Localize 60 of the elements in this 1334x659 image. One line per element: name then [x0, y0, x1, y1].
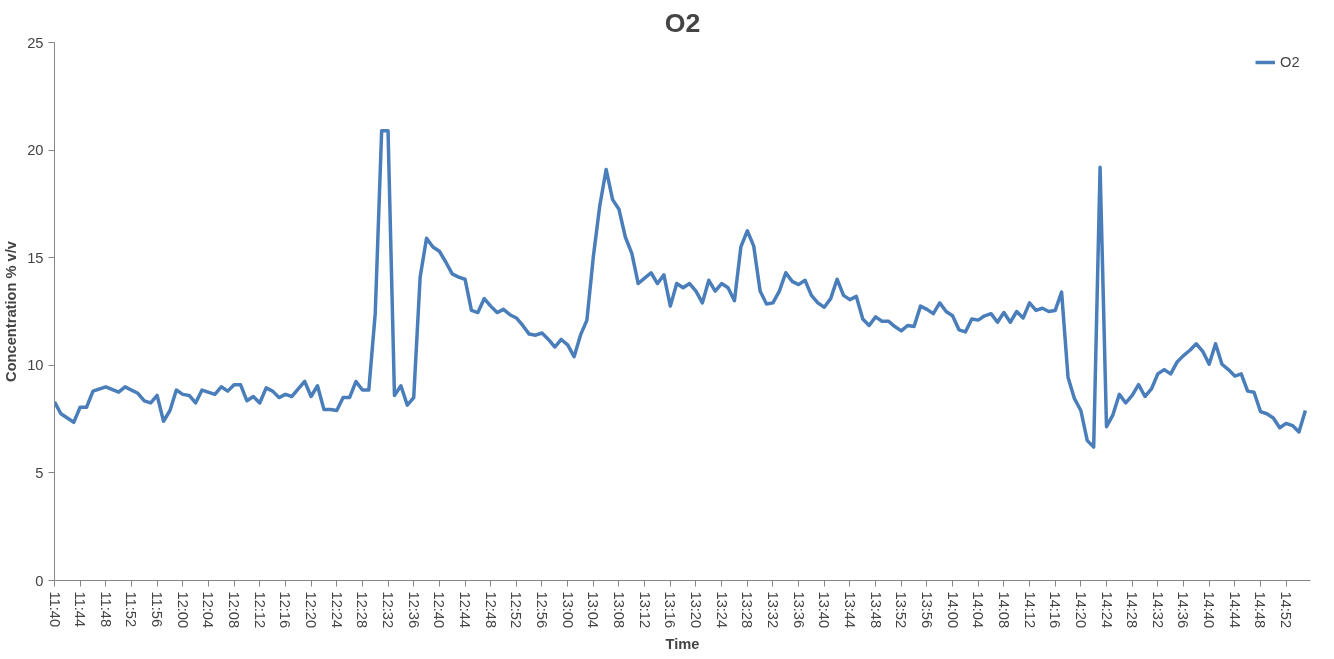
x-tick-label: 14:28	[1124, 591, 1141, 629]
x-tick-label: 14:52	[1278, 591, 1295, 629]
x-tick-label: 12:48	[482, 591, 499, 629]
x-tick-label: 14:12	[1021, 591, 1038, 629]
x-tick-label: 12:20	[303, 591, 320, 629]
x-tick-label: 12:08	[226, 591, 243, 629]
x-tick-label: 14:24	[1098, 591, 1115, 629]
x-tick-label: 11:56	[149, 591, 166, 628]
x-tick-label: 13:08	[610, 591, 627, 629]
x-tick-label: 13:28	[739, 591, 756, 629]
x-tick-label: 11:52	[123, 591, 140, 628]
chart-title: O2	[664, 7, 701, 38]
x-tick-label: 13:12	[636, 591, 653, 629]
x-tick-label: 14:36	[1175, 591, 1192, 629]
x-tick-label: 12:16	[277, 591, 294, 629]
x-tick-label: 12:24	[328, 591, 345, 629]
x-tick-label: 14:08	[995, 591, 1012, 629]
x-tick-label: 12:40	[431, 591, 448, 629]
x-tick-label: 14:40	[1201, 591, 1218, 629]
x-tick-label: 13:20	[687, 591, 704, 629]
y-axis-title: Concentration % v/v	[3, 240, 20, 382]
x-tick-label: 14:04	[970, 591, 987, 629]
x-tick-label: 14:20	[1072, 591, 1089, 629]
x-tick-label: 13:32	[764, 591, 781, 629]
x-tick-label: 12:56	[534, 591, 550, 629]
x-tick-label: 14:48	[1252, 591, 1269, 629]
x-tick-label: 11:48	[97, 591, 114, 628]
x-tick-label: 12:52	[508, 591, 525, 629]
x-tick-label: 13:00	[559, 591, 576, 629]
y-tick-label: 0	[35, 572, 44, 589]
x-tick-label: 13:40	[816, 591, 833, 629]
x-tick-label: 12:00	[174, 591, 191, 629]
x-tick-label: 13:52	[893, 591, 910, 629]
x-tick-label: 12:32	[380, 591, 397, 629]
x-tick-label: 13:48	[867, 591, 884, 629]
y-tick-label: 25	[27, 34, 44, 51]
line-series	[54, 128, 1308, 449]
x-tick-label: 13:44	[841, 591, 858, 629]
y-tick-label: 10	[27, 357, 44, 374]
x-tick-label: 12:28	[354, 591, 371, 629]
y-tick-label: 15	[27, 249, 44, 266]
x-tick-label: 13:56	[918, 591, 935, 629]
x-tick-label: 13:04	[585, 591, 602, 629]
x-tick-label: 13:24	[713, 591, 730, 629]
x-tick-label: 13:16	[662, 591, 679, 629]
x-tick-label: 12:36	[405, 591, 422, 629]
x-tick-label: 11:44	[72, 591, 89, 628]
y-tick-label: 20	[27, 142, 44, 159]
x-axis-title: Time	[665, 636, 700, 653]
y-tick-label: 5	[35, 464, 44, 481]
x-tick-label: 13:36	[790, 591, 807, 629]
x-tick-label: 14:44	[1226, 591, 1243, 629]
x-tick-label: 12:44	[457, 591, 474, 629]
x-tick-label: 12:12	[251, 591, 268, 629]
x-tick-label: 14:00	[944, 591, 961, 629]
x-tick-label: 14:16	[1047, 591, 1064, 629]
x-tick-label: 12:04	[200, 591, 217, 629]
legend-label: O2	[1280, 54, 1300, 70]
x-tick-label: 11:40	[46, 591, 63, 628]
x-tick-label: 14:32	[1149, 591, 1166, 629]
